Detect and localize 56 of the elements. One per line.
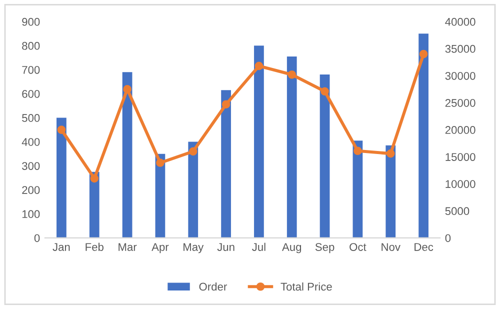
point [123,85,132,94]
x-tick-label: Oct [350,243,366,251]
y2-tick-label: 15000 [446,153,476,161]
bar [320,74,330,238]
y-tick-label: 500 [22,114,40,122]
x-tick-label: Jun [217,243,234,251]
y-tick-label: 400 [22,138,40,146]
bar [221,90,231,238]
x-tick-label: Aug [282,243,302,254]
bar [418,34,428,238]
y-tick-label: 0 [34,234,40,242]
bar [254,46,264,238]
y2-tick-label: 30000 [445,72,476,80]
y2-tick-label: 0 [445,234,451,242]
x-tick-label: Nov [382,243,400,251]
bar [286,56,297,238]
x-tick-label: Dec [414,243,434,251]
point [386,149,395,158]
point [57,126,66,134]
legend-label: Order [199,282,227,291]
x-tick-label: Mar [118,243,137,251]
y2-tick-label: 40000 [445,18,476,26]
y-tick-label: 600 [22,90,40,98]
point [222,100,230,109]
y-tick-label: 100 [22,210,40,218]
legend-label: Total Price [280,282,332,291]
point [288,70,296,79]
point [188,147,198,156]
bar [386,145,396,238]
point [419,50,428,58]
point [320,87,329,96]
y2-tick-label: 5000 [445,207,470,216]
x-tick-label: Jul [252,242,266,251]
x-tick-label: Sep [315,243,334,254]
point [354,146,362,156]
y2-tick-label: 20000 [445,126,476,134]
y-tick-label: 200 [22,186,40,194]
bar [56,118,66,238]
y2-tick-label: 35000 [445,44,476,53]
y-tick-label: 700 [22,66,40,74]
y2-tick-label: 25000 [445,99,476,107]
point [156,158,164,167]
y-tick-label: 900 [22,18,40,26]
bar [155,154,166,238]
x-tick-label: May [184,243,204,254]
point [254,62,264,70]
bar [188,142,198,238]
y-tick-label: 800 [22,42,40,50]
x-tick-label: Jan [52,243,70,251]
x-tick-label: Feb [86,242,104,251]
y-tick-label: 300 [22,162,40,170]
y2-tick-label: 10000 [446,180,476,188]
x-tick-label: Apr [152,243,169,254]
point [90,174,99,183]
bar [122,72,132,238]
bar [352,140,363,238]
